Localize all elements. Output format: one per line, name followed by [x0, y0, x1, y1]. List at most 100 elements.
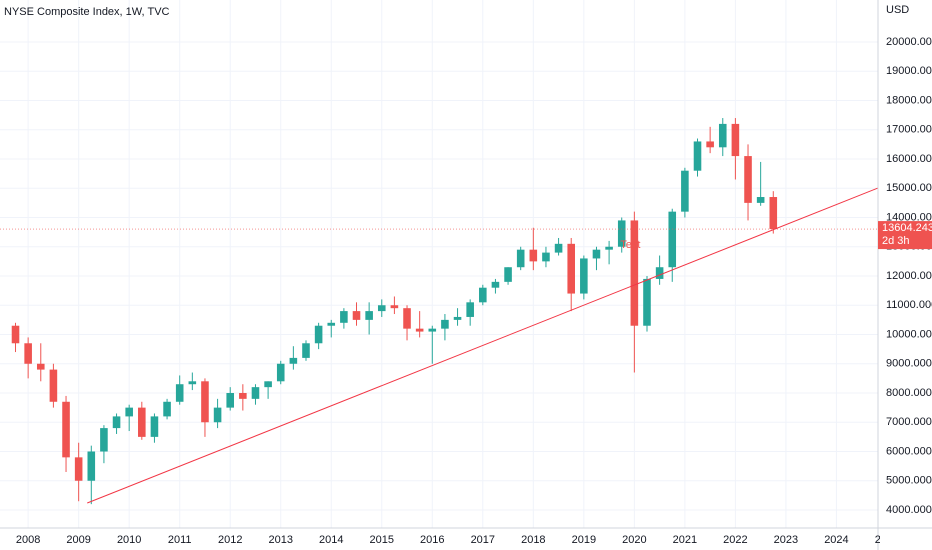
- candle-body: [580, 258, 588, 294]
- candle-body: [744, 156, 752, 203]
- candle-body: [453, 316, 462, 320]
- candle-body: [554, 243, 563, 253]
- candle-body: [365, 311, 373, 320]
- candle-body: [731, 123, 740, 157]
- last-price-label: 13604.2431: [882, 222, 932, 234]
- candle-body: [125, 407, 133, 417]
- chart-title: NYSE Composite Index, 1W, TVC: [4, 6, 170, 18]
- candle-body: [289, 357, 298, 364]
- y-tick-label: 17000.0000: [886, 124, 932, 136]
- candle-body: [718, 123, 727, 148]
- plot: Text: [0, 118, 878, 505]
- x-tick-label: 2010: [117, 534, 141, 546]
- x-tick-label: 2013: [268, 534, 292, 546]
- candle-body: [49, 369, 58, 402]
- candle-body: [529, 249, 538, 262]
- candle-body: [428, 328, 437, 332]
- candle-body: [516, 249, 525, 268]
- candle-body: [302, 343, 310, 358]
- x-tick-label: 2017: [471, 534, 495, 546]
- candle-body: [617, 220, 626, 247]
- x-tick-label: 2025: [875, 534, 899, 546]
- candle-body: [226, 393, 235, 408]
- y-tick-label: 7000.0000: [886, 416, 932, 428]
- candle-body: [415, 328, 424, 332]
- candle-body: [605, 246, 613, 250]
- candle-body: [630, 220, 639, 326]
- x-tick-label: 2015: [370, 534, 394, 546]
- candle-body: [62, 401, 70, 458]
- annotation-text: Text: [620, 239, 640, 251]
- x-tick-label: 2021: [673, 534, 697, 546]
- candle-body: [264, 381, 272, 388]
- x-tick-label: 2024: [824, 534, 848, 546]
- x-tick-label: 2009: [66, 534, 90, 546]
- candle-body: [24, 343, 32, 364]
- y-tick-label: 4000.0000: [886, 504, 932, 516]
- candle-body: [403, 308, 411, 329]
- candle-body: [213, 407, 222, 423]
- candle-body: [201, 381, 209, 423]
- last-price-box: [878, 221, 932, 250]
- y-tick-label: 19000.0000: [886, 65, 932, 77]
- y-tick-label: 11000.0000: [886, 299, 932, 311]
- candle-body: [327, 322, 336, 326]
- x-tick-label: 2020: [622, 534, 646, 546]
- y-tick-label: 16000.0000: [886, 153, 932, 165]
- candle-body: [681, 170, 689, 212]
- candle-body: [150, 416, 159, 437]
- y-tick-label: 15000.0000: [886, 182, 932, 194]
- candle-body: [466, 302, 474, 317]
- candle-body: [239, 393, 247, 399]
- candle-body: [377, 305, 386, 312]
- x-tick-label: 2018: [521, 534, 545, 546]
- x-tick-label: 2012: [218, 534, 242, 546]
- x-tick-label: 2011: [168, 534, 192, 546]
- y-tick-label: 10000.0000: [886, 328, 932, 340]
- candle-body: [504, 267, 512, 282]
- candle-body: [276, 363, 285, 382]
- y-tick-label: 12000.0000: [886, 270, 932, 282]
- candle-body: [693, 141, 702, 171]
- candle-body: [340, 311, 348, 323]
- candle-body: [188, 381, 197, 385]
- x-tick-label: 2008: [16, 534, 40, 546]
- candle-body: [441, 319, 449, 329]
- candle-body: [175, 384, 184, 402]
- candle-body: [163, 401, 171, 417]
- candle-body: [592, 249, 601, 259]
- y-tick-label: 18000.0000: [886, 94, 932, 106]
- candle-body: [668, 211, 677, 268]
- currency-label: USD: [886, 4, 909, 16]
- candle-body: [87, 451, 96, 481]
- x-tick-label: 2016: [420, 534, 444, 546]
- candle-body: [100, 428, 108, 452]
- candle-body: [314, 325, 323, 344]
- candle-body: [491, 281, 500, 288]
- y-tick-label: 9000.0000: [886, 358, 932, 370]
- x-tick-label: 2023: [774, 534, 798, 546]
- x-tick-label: 2022: [723, 534, 747, 546]
- trend-line: [87, 187, 878, 504]
- candle-body: [251, 387, 260, 399]
- candle-body: [655, 267, 664, 279]
- candle-body: [36, 363, 45, 370]
- candle-body: [643, 278, 651, 326]
- candle-body: [479, 287, 487, 303]
- y-tick-label: 6000.0000: [886, 445, 932, 457]
- y-tick-label: 14000.0000: [886, 211, 932, 223]
- candle-body: [756, 197, 765, 203]
- candle-body: [112, 416, 121, 429]
- candle-body: [390, 305, 399, 309]
- x-tick-label: 2014: [319, 534, 343, 546]
- y-tick-label: 8000.0000: [886, 387, 932, 399]
- candle-body: [138, 407, 146, 437]
- candle-body: [74, 457, 83, 481]
- candle-body: [567, 243, 576, 294]
- x-tick-label: 2019: [572, 534, 596, 546]
- candle-body: [352, 311, 361, 320]
- y-tick-label: 5000.0000: [886, 475, 932, 487]
